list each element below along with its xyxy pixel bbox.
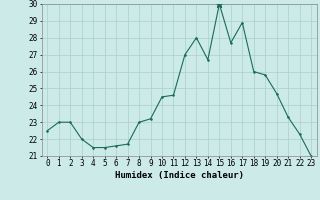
X-axis label: Humidex (Indice chaleur): Humidex (Indice chaleur) [115,171,244,180]
